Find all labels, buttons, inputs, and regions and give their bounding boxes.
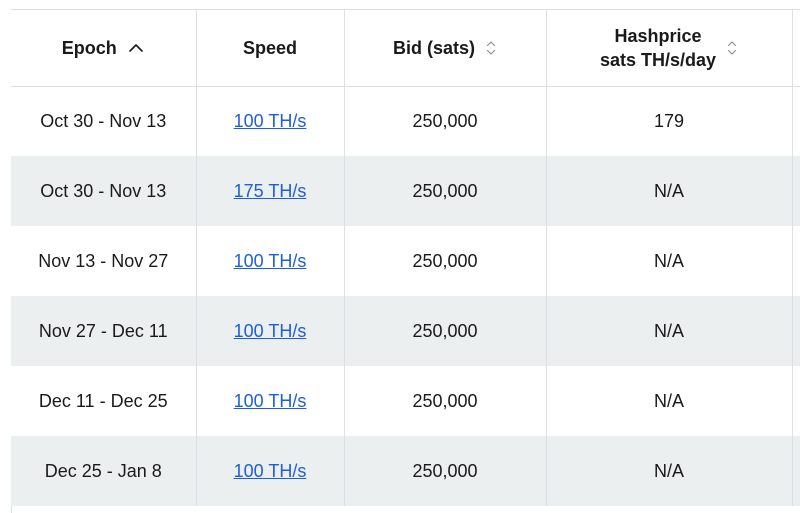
header-speed: Speed — [196, 10, 345, 87]
table-body: Oct 30 - Nov 13 100 TH/s 250,000 179 Oct… — [11, 86, 800, 506]
header-bid-label: Bid (sats) — [392, 37, 475, 58]
cell-extra — [792, 156, 800, 226]
header-extra-column — [792, 10, 800, 87]
speed-link[interactable]: 175 TH/s — [233, 180, 307, 201]
cell-epoch: Nov 13 - Nov 27 — [11, 226, 197, 296]
cell-extra — [792, 86, 800, 156]
epochs-table: Epoch Speed Bid (sats — [11, 10, 800, 506]
speed-link[interactable]: 100 TH/s — [233, 320, 307, 341]
cell-extra — [792, 366, 800, 436]
cell-epoch: Oct 30 - Nov 13 — [11, 156, 197, 226]
sort-arrows-icon[interactable] — [485, 38, 497, 58]
cell-bid: 250,000 — [344, 436, 547, 506]
cell-epoch: Dec 11 - Dec 25 — [11, 366, 197, 436]
cell-speed: 100 TH/s — [196, 366, 345, 436]
table-row: Oct 30 - Nov 13 100 TH/s 250,000 179 — [11, 86, 800, 156]
cell-speed: 100 TH/s — [196, 86, 345, 156]
cell-hashprice: 179 — [546, 86, 793, 156]
cell-speed: 175 TH/s — [196, 156, 345, 226]
speed-link[interactable]: 100 TH/s — [233, 110, 307, 131]
chevron-up-icon[interactable] — [127, 39, 145, 57]
cell-bid: 250,000 — [344, 156, 547, 226]
header-bid[interactable]: Bid (sats) — [344, 10, 547, 87]
cell-hashprice: N/A — [546, 156, 793, 226]
header-epoch[interactable]: Epoch — [11, 10, 197, 87]
cell-speed: 100 TH/s — [196, 226, 345, 296]
cell-speed: 100 TH/s — [196, 436, 345, 506]
speed-link[interactable]: 100 TH/s — [233, 390, 307, 411]
header-epoch-label: Epoch — [61, 37, 117, 58]
header-row: Epoch Speed Bid (sats — [11, 10, 800, 87]
cell-epoch: Oct 30 - Nov 13 — [11, 86, 197, 156]
table-row: Dec 11 - Dec 25 100 TH/s 250,000 N/A — [11, 366, 800, 436]
header-hashprice-label: Hashprice sats TH/s/day — [600, 24, 716, 72]
table-row: Oct 30 - Nov 13 175 TH/s 250,000 N/A — [11, 156, 800, 226]
cell-hashprice: N/A — [546, 226, 793, 296]
table-area: Epoch Speed Bid (sats — [0, 10, 800, 506]
speed-link[interactable]: 100 TH/s — [233, 250, 307, 271]
table-row: Nov 13 - Nov 27 100 TH/s 250,000 N/A — [11, 226, 800, 296]
cell-hashprice: N/A — [546, 296, 793, 366]
header-hashprice-line1: Hashprice — [614, 25, 702, 46]
cell-extra — [792, 436, 800, 506]
table-row: Nov 27 - Dec 11 100 TH/s 250,000 N/A — [11, 296, 800, 366]
cell-extra — [792, 226, 800, 296]
cell-speed: 100 TH/s — [196, 296, 345, 366]
cell-epoch: Nov 27 - Dec 11 — [11, 296, 197, 366]
header-hashprice[interactable]: Hashprice sats TH/s/day — [546, 10, 793, 87]
cell-hashprice: N/A — [546, 366, 793, 436]
table-header: Epoch Speed Bid (sats — [11, 10, 800, 87]
header-hashprice-line2: sats TH/s/day — [599, 49, 717, 70]
cell-hashprice: N/A — [546, 436, 793, 506]
speed-link[interactable]: 100 TH/s — [233, 460, 307, 481]
table-row: Dec 25 - Jan 8 100 TH/s 250,000 N/A — [11, 436, 800, 506]
header-speed-label: Speed — [242, 37, 298, 58]
cell-bid: 250,000 — [344, 296, 547, 366]
cell-extra — [792, 296, 800, 366]
cell-bid: 250,000 — [344, 366, 547, 436]
cell-epoch: Dec 25 - Jan 8 — [11, 436, 197, 506]
cell-bid: 250,000 — [344, 86, 547, 156]
sort-arrows-icon[interactable] — [726, 38, 738, 58]
table-top-border — [11, 9, 800, 10]
cell-bid: 250,000 — [344, 226, 547, 296]
